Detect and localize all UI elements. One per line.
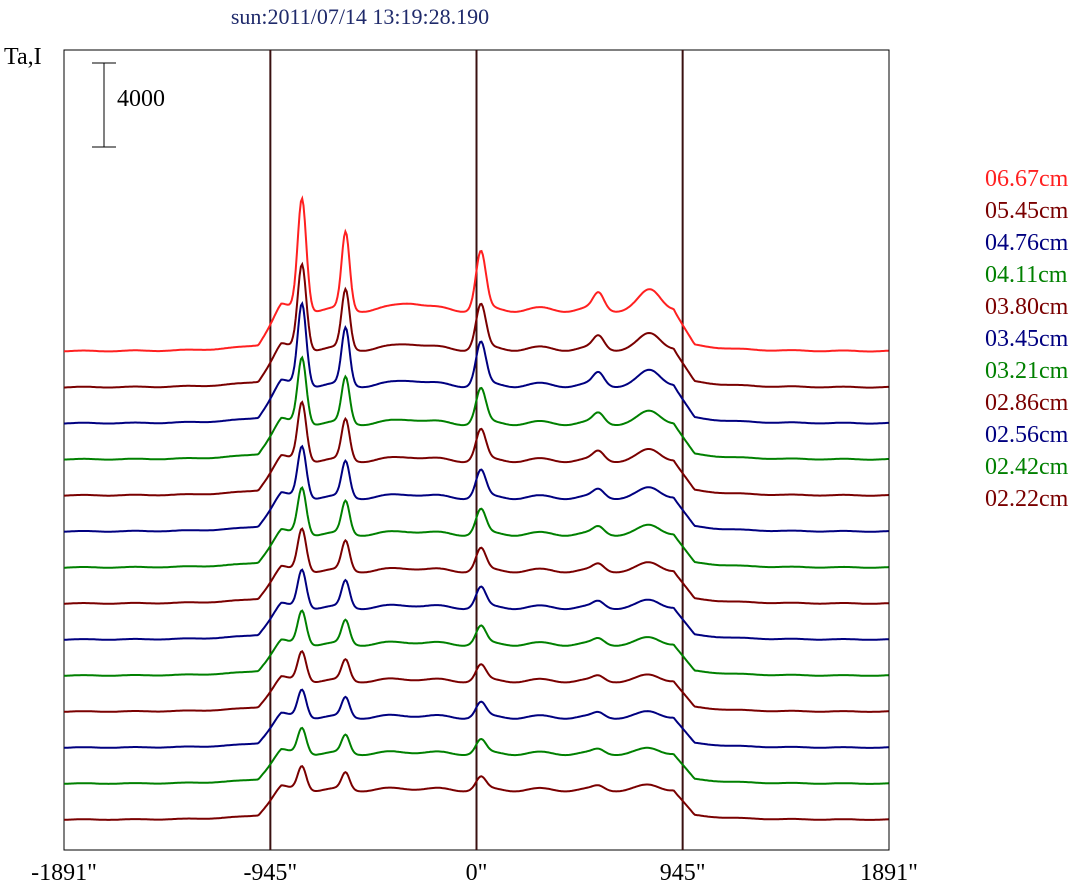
scale-bar [92,62,116,148]
legend-entry: 03.80cm [985,294,1069,320]
legend-entry: 02.86cm [985,390,1069,416]
legend-entry: 06.67cm [985,166,1069,192]
series-line-0 [63,195,889,353]
series-line-8 [63,568,889,641]
x-tick-label: -1891" [31,860,97,886]
scale-bar-label: 4000 [117,86,165,112]
legend-entry: 04.76cm [985,230,1069,256]
legend-entry: 05.45cm [985,198,1069,224]
series-line-2 [64,300,889,425]
series-line-11 [64,688,889,749]
x-tick-label: -945" [243,860,298,886]
legend-entry: 03.45cm [985,326,1069,352]
series-line-1 [64,261,889,389]
x-tick-label: 1891" [860,860,918,886]
series-line-12 [64,726,889,785]
series-line-10 [64,649,889,713]
y-axis-label: Ta,I [4,44,42,70]
series-line-4 [64,400,889,497]
series-line-6 [64,485,889,569]
chart-title: sun:2011/07/14 13:19:28.190 [230,4,490,29]
legend-entry: 02.22cm [985,486,1069,512]
series-line-5 [63,444,889,533]
series-line-9 [63,609,889,677]
legend-entry: 04.11cm [985,262,1068,288]
series-line-7 [64,527,889,605]
series-line-3 [63,355,889,461]
legend: 06.67cm 05.45cm 04.76cm 04.11cm 03.80cm 03.45… [985,163,1068,515]
legend-entry: 03.21cm [985,358,1069,384]
legend-entry: 02.56cm [985,422,1069,448]
legend-entry: 02.42cm [985,454,1069,480]
series-line-13 [64,765,889,821]
x-tick-label: 945" [659,860,706,886]
x-tick-label: 0" [465,860,488,886]
